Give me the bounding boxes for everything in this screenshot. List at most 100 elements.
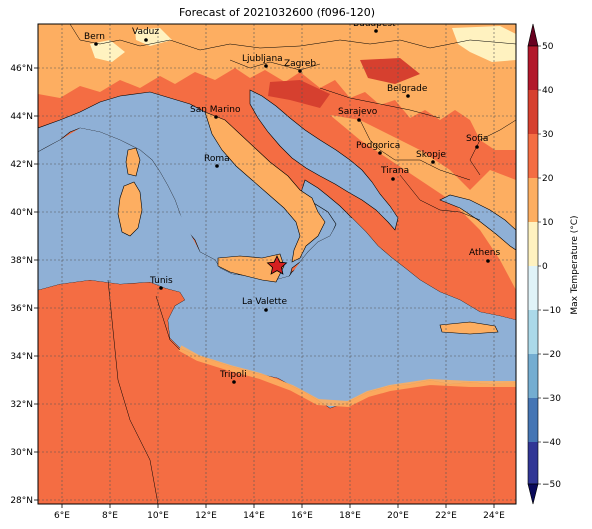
- lon-tick-label: 6°E: [54, 511, 70, 521]
- land-zone-cool: [90, 40, 125, 62]
- lon-tick-label: 8°E: [102, 511, 118, 521]
- city-dot-tunis: [159, 286, 163, 290]
- lat-tick-label: 38°N: [10, 256, 33, 266]
- city-dot-skopje: [431, 160, 435, 164]
- city-dot-sarajevo: [357, 118, 361, 122]
- city-label: San Marino: [190, 105, 241, 115]
- mediterranean-sea: [38, 91, 339, 281]
- lon-tick-label: 10°E: [147, 511, 169, 521]
- city-label: Tirana: [380, 166, 409, 176]
- city-label: Athens: [469, 248, 500, 258]
- lat-tick-label: 42°N: [10, 160, 33, 170]
- lat-tick-labels: 46°N 44°N 42°N 40°N 38°N 36°N 34°N 32°N …: [10, 64, 33, 506]
- colorbar: 50 40 30 20 10 0 −10 −20 −30 −40 −50 Max…: [527, 23, 580, 505]
- city-labels: Bern Vaduz Budapest Ljubljana Zagreb San…: [84, 19, 500, 380]
- city-label: Podgorica: [356, 141, 400, 151]
- colorbar-tick: −20: [542, 350, 561, 360]
- map-frame: [37, 23, 517, 505]
- lat-tick-label: 40°N: [10, 208, 33, 218]
- colorbar-tick: 10: [542, 218, 554, 228]
- city-label: La Valette: [242, 297, 287, 307]
- city-dot-ljubljana: [264, 64, 268, 68]
- graticule: [38, 24, 516, 504]
- land-zone-cool-ne: [452, 26, 516, 62]
- lat-tick-label: 34°N: [10, 352, 33, 362]
- lat-tick-label: 36°N: [10, 304, 33, 314]
- colorbar-segment: [528, 442, 538, 484]
- adriatic-sea: [249, 89, 399, 231]
- city-label: Zagreb: [284, 59, 316, 69]
- city-label: Sarajevo: [338, 107, 378, 117]
- land-zone-balkan-mid: [300, 110, 516, 290]
- colorbar-bottom-arrow: [527, 483, 539, 505]
- city-dot-zagreb: [298, 69, 302, 73]
- city-dot-vaduz: [144, 38, 148, 42]
- city-dot-tripoli: [232, 380, 236, 384]
- city-label: Vaduz: [132, 27, 159, 37]
- city-label: Roma: [204, 154, 230, 164]
- lon-tick-label: 22°E: [435, 511, 457, 521]
- city-dot-la-valette: [264, 308, 268, 312]
- colorbar-segment: [528, 310, 538, 354]
- colorbar-tick: −10: [542, 306, 561, 316]
- lon-tick-label: 14°E: [243, 511, 265, 521]
- coastal-band-africa: [178, 345, 516, 408]
- colorbar-tick: −40: [542, 438, 561, 448]
- city-dot-bern: [94, 42, 98, 46]
- colorbar-tick: 0: [542, 262, 548, 272]
- city-dot-belgrade: [406, 94, 410, 98]
- colorbar-segment: [528, 398, 538, 442]
- colorbar-segment: [528, 90, 538, 134]
- colorbar-tick: −30: [542, 394, 561, 404]
- land-zone-hot: [268, 80, 330, 108]
- city-dot-tirana: [391, 177, 395, 181]
- lon-tick-label: 18°E: [339, 511, 361, 521]
- colorbar-tick: −50: [542, 480, 561, 490]
- sicily-island: [217, 253, 285, 283]
- central-sea-fill: [38, 128, 516, 408]
- city-dot-podgorica: [378, 151, 382, 155]
- lat-tick-label: 44°N: [10, 112, 33, 122]
- lat-tick-label: 30°N: [10, 448, 33, 458]
- colorbar-segment: [528, 222, 538, 266]
- colorbar-tick: 20: [542, 174, 554, 184]
- city-dot-athens: [486, 259, 490, 263]
- lon-tick-label: 16°E: [291, 511, 313, 521]
- colorbar-top-arrow: [527, 23, 539, 47]
- lon-tick-label: 24°E: [483, 511, 505, 521]
- land-zone-north: [38, 24, 516, 150]
- colorbar-label: Max Temperature (°C): [570, 215, 580, 314]
- lon-tick-label: 20°E: [387, 511, 409, 521]
- lon-tick-label: 12°E: [195, 511, 217, 521]
- italy-peninsula: [204, 111, 326, 263]
- sardinia-island: [117, 181, 143, 237]
- city-label: Tripoli: [219, 370, 247, 380]
- lat-tick-label: 28°N: [10, 496, 33, 506]
- colorbar-tick: 40: [542, 86, 554, 96]
- city-label: Skopje: [416, 150, 446, 160]
- city-markers: [94, 29, 490, 384]
- city-dot-san-marino: [214, 115, 218, 119]
- map-title: Forecast of 2021032600 (f096-120): [178, 6, 376, 19]
- city-label: Ljubljana: [242, 54, 283, 64]
- city-label: Bern: [84, 32, 105, 42]
- colorbar-segment: [528, 354, 538, 398]
- city-label: Budapest: [353, 19, 396, 29]
- colorbar-segment: [528, 266, 538, 310]
- lon-tick-labels: 6°E 8°E 10°E 12°E 14°E 16°E 18°E 20°E 22…: [54, 511, 505, 521]
- city-label: Sofia: [466, 134, 488, 144]
- colorbar-tick: 30: [542, 130, 554, 140]
- colorbar-segment: [528, 178, 538, 222]
- lat-tick-label: 32°N: [10, 400, 33, 410]
- corsica-island: [125, 147, 141, 177]
- city-dot-budapest: [374, 29, 378, 33]
- lat-tick-label: 46°N: [10, 64, 33, 74]
- city-label: Belgrade: [387, 84, 428, 94]
- city-label: Tunis: [149, 276, 173, 286]
- colorbar-segment: [528, 46, 538, 90]
- colorbar-segment: [528, 134, 538, 178]
- crete-island: [439, 321, 499, 335]
- event-star-icon: [266, 255, 288, 275]
- axis-ticks: [34, 67, 495, 508]
